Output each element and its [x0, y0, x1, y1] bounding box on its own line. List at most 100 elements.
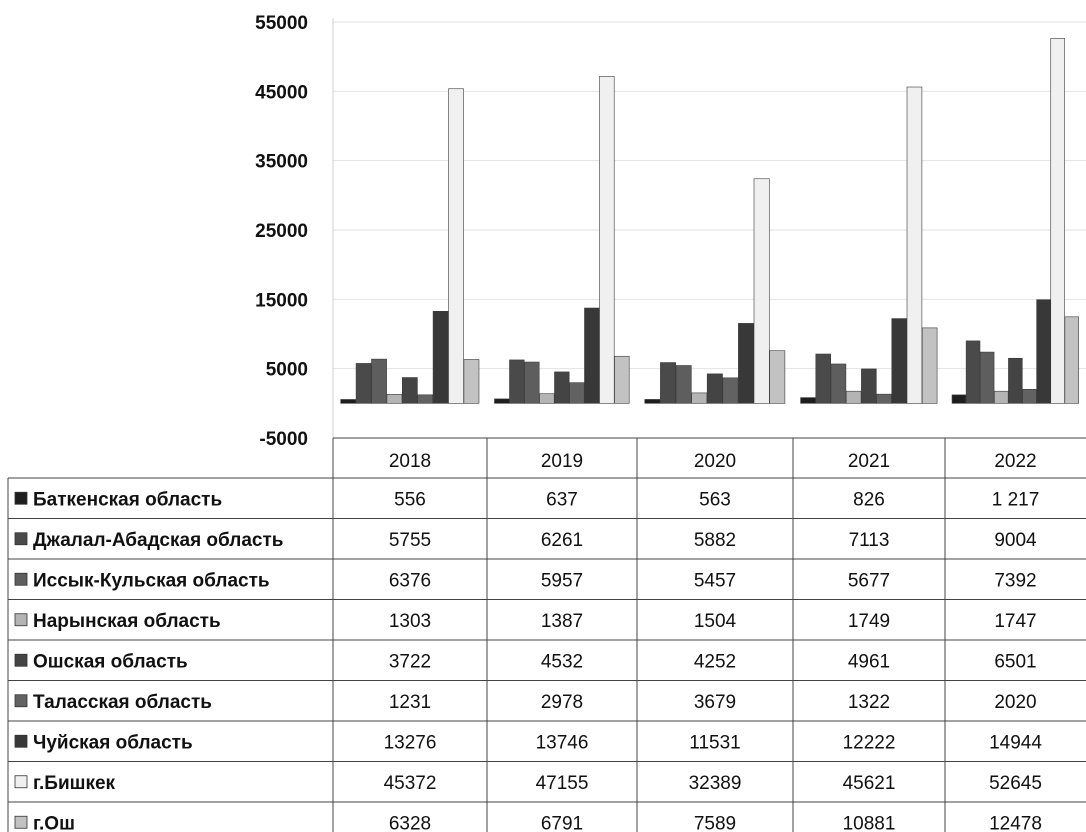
bar: [509, 359, 525, 404]
table-cell: 4961: [848, 651, 890, 672]
bar: [706, 373, 723, 404]
table-cell: 6261: [541, 530, 583, 551]
table-cell: 52645: [989, 773, 1042, 794]
table-cell: 6376: [389, 570, 431, 591]
bar: [584, 307, 600, 404]
table-cell: 1231: [389, 692, 431, 713]
legend-key: [14, 734, 28, 748]
table-cell: 4532: [541, 651, 583, 672]
table-cell: 2978: [541, 692, 583, 713]
y-tick-label: -5000: [259, 429, 308, 450]
bar: [660, 362, 676, 404]
bar: [815, 353, 831, 404]
legend-key: [14, 491, 28, 505]
bars: [340, 38, 1079, 404]
bar: [524, 361, 540, 404]
bar: [401, 377, 418, 404]
bar: [753, 178, 770, 404]
bar: [340, 399, 357, 404]
bar: [371, 358, 387, 404]
y-tick-label: 55000: [255, 13, 308, 34]
table-cell: 5457: [694, 570, 736, 591]
table-cell: 5957: [541, 570, 583, 591]
y-tick-label: 45000: [255, 82, 308, 103]
table-cell: 1747: [994, 611, 1036, 632]
x-category-label: 2019: [541, 451, 583, 472]
legend-key: [14, 613, 28, 627]
bar: [448, 88, 464, 404]
table-cell: 7392: [994, 570, 1036, 591]
table-cell: 4252: [694, 651, 736, 672]
legend-label: Иссык-Кульская область: [33, 570, 270, 591]
legend-key: [14, 572, 28, 586]
table-cell: 14944: [989, 732, 1042, 753]
y-tick-label: 25000: [255, 221, 308, 242]
table-cell: 45372: [384, 773, 437, 794]
table-cell: 7113: [849, 530, 890, 551]
bar: [965, 340, 981, 404]
table-cell: 5677: [848, 570, 890, 591]
bar: [1064, 316, 1079, 404]
data-table: 2018 2019 2020 2021 2022 Баткенская область 55…: [7, 437, 1086, 832]
bar: [845, 390, 862, 404]
bar: [979, 351, 995, 404]
y-tick-label: 5000: [266, 360, 308, 381]
bar: [738, 323, 754, 404]
table-cell: 7589: [694, 813, 736, 832]
x-category-label: 2022: [994, 451, 1036, 472]
table-cell: 1504: [694, 611, 737, 632]
bar: [539, 393, 555, 404]
bar: [830, 363, 847, 404]
table-cell: 563: [699, 489, 731, 510]
y-tick-label: 35000: [255, 152, 308, 173]
bar: [691, 392, 708, 404]
table-cell: 1749: [848, 611, 890, 632]
y-axis-ticks: 55000 45000 35000 25000 15000 5000 -5000: [255, 13, 308, 450]
bar: [1008, 357, 1023, 404]
table-cell: 5755: [389, 530, 431, 551]
x-category-label: 2020: [694, 451, 736, 472]
bar: [876, 393, 892, 404]
table-cell: 45621: [843, 773, 896, 794]
legend-key: [14, 815, 28, 829]
table-cell: 12478: [989, 813, 1042, 832]
bar: [386, 393, 403, 404]
bar: [554, 371, 570, 404]
x-category-label: 2018: [389, 451, 431, 472]
legend-key: [14, 775, 28, 789]
table-cell: 826: [853, 489, 885, 510]
legend-label: г.Бишкек: [33, 773, 116, 794]
bar: [906, 86, 923, 404]
bar: [417, 394, 434, 404]
bar: [463, 359, 480, 404]
table-cell: 12222: [843, 732, 896, 753]
bar: [675, 365, 692, 404]
table-cell: 11531: [689, 732, 740, 753]
legend-label: Таласская область: [33, 692, 212, 713]
table-cell: 3679: [694, 692, 736, 713]
bar: [994, 390, 1009, 404]
bar: [800, 397, 816, 404]
legend-label: Нарынская область: [33, 611, 221, 632]
table-cell: 3722: [389, 651, 431, 672]
bar: [494, 398, 510, 404]
bar: [769, 350, 786, 404]
table-cell: 1387: [541, 611, 583, 632]
bar: [951, 394, 967, 404]
legend-label: Джалал-Абадская область: [33, 530, 284, 551]
bar: [614, 355, 630, 404]
bar: [722, 377, 739, 404]
table-cell: 6328: [389, 813, 431, 832]
table-cell: 1 217: [992, 489, 1040, 510]
legend-label: Баткенская область: [33, 489, 222, 510]
table-cell: 6791: [541, 813, 583, 832]
table-cell: 9004: [994, 530, 1037, 551]
bar: [1036, 299, 1051, 404]
table-cell: 13746: [536, 732, 589, 753]
table-cell: 10881: [843, 813, 896, 832]
table-cell: 32389: [689, 773, 742, 794]
y-tick-label: 15000: [255, 290, 308, 311]
table-cell: 2020: [994, 692, 1036, 713]
table-cell: 1303: [389, 611, 431, 632]
table-cell: 5882: [694, 530, 736, 551]
